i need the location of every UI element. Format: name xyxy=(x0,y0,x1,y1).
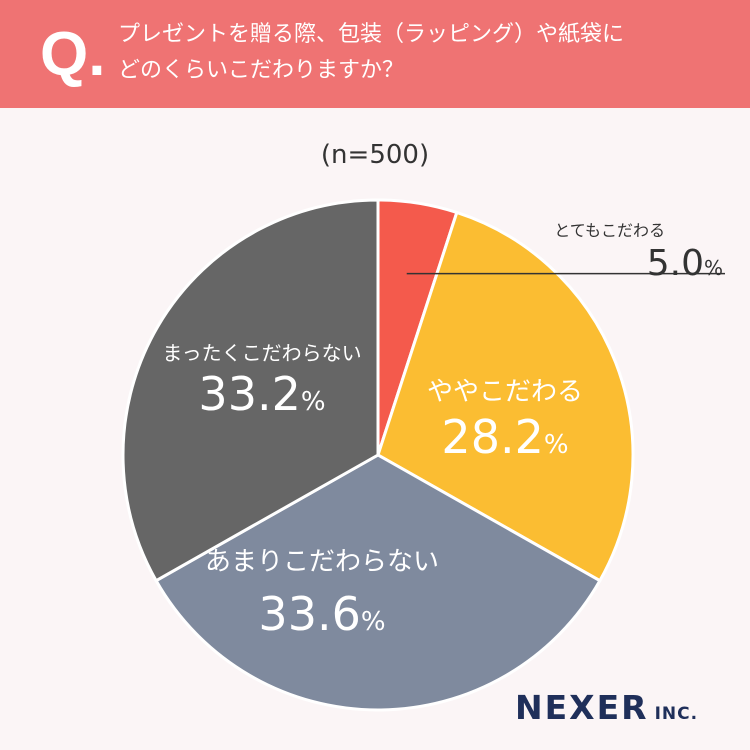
logo-suffix: INC. xyxy=(654,704,699,724)
slice-label-amari: あまりこだわらない xyxy=(205,547,439,577)
slice-value-amari: 33.6% xyxy=(258,587,385,641)
slice-value-number-totemo: 5.0 xyxy=(647,243,704,284)
slice-value-yaya: 28.2% xyxy=(441,410,568,464)
pie-slice-yaya xyxy=(376,210,635,583)
slice-value-unit-totemo: % xyxy=(704,256,723,280)
question-text-line1: プレゼントを贈る際、包装（ラッピング）や紙袋に xyxy=(118,22,625,47)
pie-slice-mattaku xyxy=(121,198,380,583)
sample-size: (n=500) xyxy=(320,140,430,170)
slice-value-mattaku: 33.2% xyxy=(198,367,325,421)
question-header: Q. プレゼントを贈る際、包装（ラッピング）や紙袋に どのくらいこだわりますか？ xyxy=(0,0,750,108)
question-text-line2: どのくらいこだわりますか？ xyxy=(118,58,405,83)
slice-value-number-amari: 33.6 xyxy=(258,587,360,641)
nexer-logo: NEXER INC. xyxy=(515,688,698,727)
slice-label-yaya: ややこだわる xyxy=(427,377,583,407)
logo-name: NEXER xyxy=(515,688,649,727)
slice-value-unit-mattaku: % xyxy=(301,387,326,417)
slice-label-totemo: とてもこだわる xyxy=(554,221,665,240)
slice-value-unit-yaya: % xyxy=(544,430,569,460)
slice-value-number-yaya: 28.2 xyxy=(441,410,543,464)
slice-value-totemo: 5.0% xyxy=(647,243,723,284)
slice-value-number-mattaku: 33.2 xyxy=(198,367,300,421)
slice-label-mattaku: まったくこだわらない xyxy=(162,341,361,365)
slice-value-unit-amari: % xyxy=(361,607,386,637)
question-mark: Q. xyxy=(40,20,106,89)
